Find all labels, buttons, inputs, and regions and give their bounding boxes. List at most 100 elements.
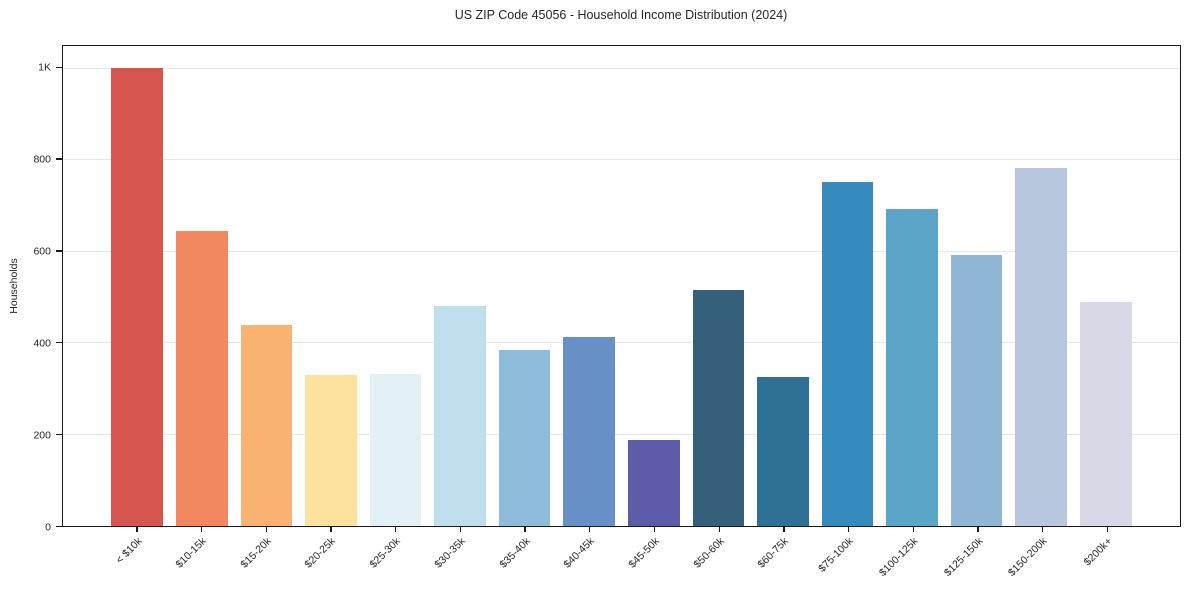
x-tick-label: $50-60k bbox=[690, 535, 727, 571]
x-tick-mark bbox=[977, 527, 979, 532]
x-tick-label: $200k+ bbox=[1081, 535, 1115, 569]
gridline-1K bbox=[63, 67, 1180, 69]
x-tick-label: $25-30k bbox=[367, 535, 403, 571]
x-tick-label: $125-150k bbox=[941, 535, 986, 579]
bar-slot bbox=[944, 46, 1009, 526]
x-tick-slot: $60-75k bbox=[751, 527, 816, 589]
x-tick-slot: $20-25k bbox=[298, 527, 363, 589]
gridline-400 bbox=[63, 342, 1180, 344]
x-tick-slot: $25-30k bbox=[363, 527, 428, 589]
x-tick-label: $30-35k bbox=[432, 535, 468, 571]
x-tick-label: $35-40k bbox=[496, 535, 533, 571]
bar-slot bbox=[751, 46, 816, 526]
x-tick-label: $20-25k bbox=[302, 535, 339, 571]
bar-slot bbox=[428, 46, 493, 526]
bar-$30-35k bbox=[434, 306, 486, 526]
x-tick-mark bbox=[847, 527, 850, 532]
y-tick-mark bbox=[56, 342, 62, 344]
x-tick-slot: $50-60k bbox=[686, 527, 751, 589]
bar-slot bbox=[1073, 46, 1138, 526]
y-tick-label: 1K bbox=[38, 61, 51, 74]
bars-container bbox=[63, 46, 1180, 526]
gridline-200 bbox=[63, 433, 1180, 435]
bar-slot bbox=[880, 46, 945, 526]
bar-$150-200k bbox=[1015, 168, 1067, 526]
bar-$40-45k bbox=[563, 337, 616, 526]
bar-$75-100k bbox=[821, 182, 874, 526]
bar-slot bbox=[299, 46, 364, 526]
x-tick-mark bbox=[201, 527, 203, 532]
x-tick-slot: $150-200k bbox=[1006, 527, 1075, 589]
bar-slot bbox=[105, 46, 170, 526]
y-tick-label: 400 bbox=[33, 337, 51, 350]
x-tick-slot: < $10k bbox=[104, 527, 169, 589]
bar-slot bbox=[234, 46, 299, 526]
x-tick-slot: $125-150k bbox=[941, 527, 1010, 589]
gridline-600 bbox=[63, 250, 1180, 252]
gridline-800 bbox=[63, 159, 1180, 161]
x-tick-mark bbox=[265, 527, 268, 532]
y-tick-mark bbox=[56, 66, 62, 68]
x-tick-slot: $40-45k bbox=[557, 527, 622, 589]
x-tick-mark bbox=[524, 527, 526, 532]
x-tick-slot: $10-15k bbox=[169, 527, 234, 589]
y-tick-mark bbox=[56, 158, 62, 160]
x-tick-label: $10-15k bbox=[173, 535, 209, 571]
bar-$20-25k bbox=[305, 375, 357, 526]
x-axis: < $10k $10-15k $15-20k $20-25k $25-30k $30-35… bbox=[62, 527, 1181, 589]
x-tick-mark bbox=[718, 527, 720, 532]
chart-title: US ZIP Code 45056 - Household Income Dis… bbox=[454, 8, 788, 22]
y-tick-label: 200 bbox=[33, 428, 51, 441]
bar-slot bbox=[686, 46, 751, 526]
x-tick-slot: $200k+ bbox=[1074, 527, 1139, 589]
x-tick-slot: $75-100k bbox=[816, 527, 881, 589]
bar-$10-15k bbox=[176, 231, 228, 526]
x-tick-label: $60-75k bbox=[755, 535, 791, 571]
x-tick-label: $100-125k bbox=[876, 535, 921, 579]
y-axis: 0 200 400 600 800 1K bbox=[0, 45, 62, 532]
bar-$100-125k bbox=[886, 209, 938, 526]
bar-slot bbox=[1009, 46, 1074, 526]
x-tick-label: $15-20k bbox=[238, 535, 274, 571]
x-tick-mark bbox=[1106, 527, 1108, 532]
x-tick-mark bbox=[783, 527, 785, 532]
bar-$60-75k bbox=[757, 376, 809, 526]
bar-$45-50k bbox=[627, 440, 680, 526]
x-tick-mark bbox=[136, 527, 138, 532]
bar-$50-60k bbox=[692, 290, 745, 526]
y-tick-mark bbox=[56, 433, 62, 436]
x-tick-label: $75-100k bbox=[816, 535, 856, 575]
bar-< $10k bbox=[111, 67, 164, 526]
x-tick-label: $150-200k bbox=[1006, 535, 1050, 579]
x-tick-mark bbox=[395, 527, 397, 532]
bar-$15-20k bbox=[240, 325, 293, 526]
plot-area bbox=[62, 45, 1181, 527]
bar-$25-30k bbox=[369, 374, 422, 526]
x-tick-label: $45-50k bbox=[626, 535, 662, 571]
y-tick-label: 600 bbox=[33, 245, 51, 258]
bar-$125-150k bbox=[950, 255, 1003, 526]
bar-slot bbox=[815, 46, 880, 526]
y-tick-mark bbox=[56, 250, 62, 252]
bar-slot bbox=[363, 46, 428, 526]
bar-$200k+ bbox=[1079, 302, 1132, 526]
x-tick-mark bbox=[912, 527, 914, 532]
x-tick-slot: $15-20k bbox=[233, 527, 298, 589]
y-tick-label: 800 bbox=[33, 153, 51, 166]
x-tick-label: $40-45k bbox=[561, 535, 597, 571]
bar-$35-40k bbox=[498, 349, 551, 526]
bar-slot bbox=[170, 46, 235, 526]
bar-slot bbox=[557, 46, 622, 526]
x-tick-mark bbox=[589, 527, 591, 532]
y-tick-mark bbox=[56, 525, 62, 527]
x-tick-mark bbox=[330, 527, 332, 532]
x-tick-mark bbox=[459, 527, 462, 532]
y-tick-label: 0 bbox=[45, 520, 51, 533]
bar-slot bbox=[492, 46, 557, 526]
x-tick-label: < $10k bbox=[113, 535, 145, 567]
x-tick-slot: $100-125k bbox=[876, 527, 945, 589]
bar-slot bbox=[622, 46, 687, 526]
x-tick-slot: $30-35k bbox=[427, 527, 492, 589]
x-tick-mark bbox=[653, 527, 656, 532]
